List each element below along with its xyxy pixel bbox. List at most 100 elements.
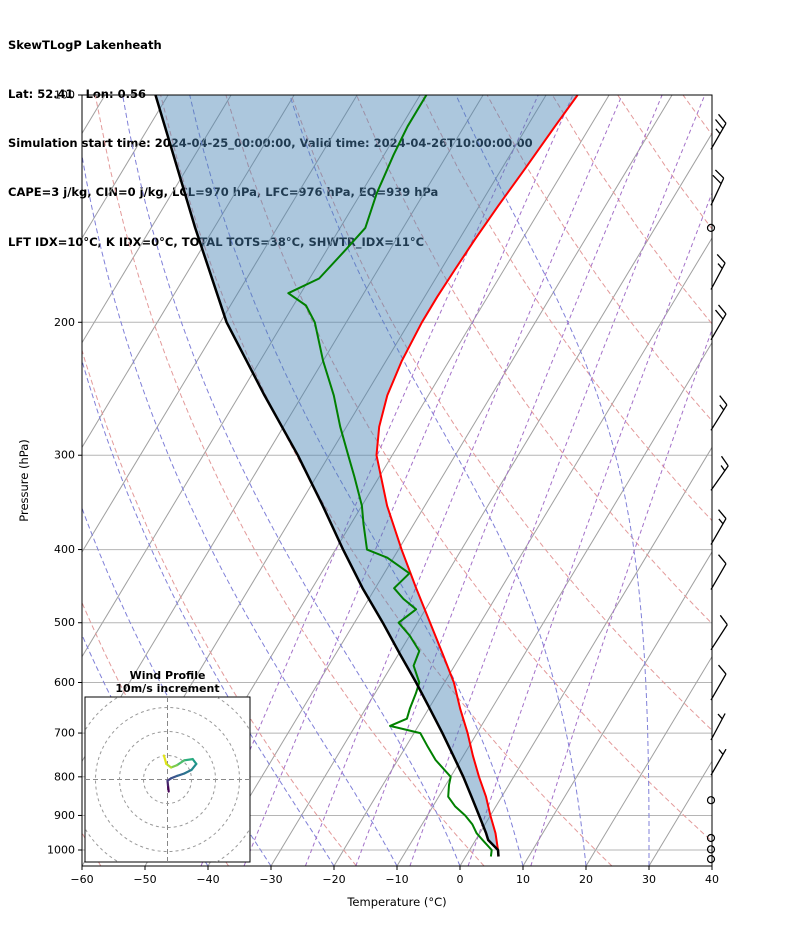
hodograph-trace-segment [176, 772, 186, 778]
mixing-ratio-line [530, 328, 712, 866]
wind-barb [710, 554, 727, 590]
wind-barb [710, 304, 727, 341]
moist-adiabat-line [455, 95, 650, 866]
wind-barb [710, 713, 726, 741]
isotherm-line [82, 95, 169, 240]
moist-adiabat-line [82, 358, 335, 866]
y-tick-label: 200 [54, 316, 75, 329]
isotherm-line [333, 237, 712, 866]
wind-barb [710, 614, 728, 651]
x-tick-label: 10 [516, 873, 530, 886]
mixing-ratio-line [243, 95, 574, 866]
moist-adiabat-line [122, 95, 461, 866]
isotherm-line [82, 95, 358, 553]
calm-wind-circle [706, 223, 716, 232]
wind-barb [710, 253, 726, 290]
y-tick-label: 700 [54, 727, 75, 740]
moist-adiabat-line [289, 95, 587, 866]
wind-barb [710, 509, 727, 545]
wind-barb [710, 113, 727, 150]
y-tick-label: 400 [54, 543, 75, 556]
dry-adiabat-line [551, 95, 712, 325]
temperature-line [375, 95, 579, 857]
calm-wind-circle [706, 854, 716, 864]
parcel-line [154, 95, 500, 857]
hodograph-ring [143, 755, 192, 804]
x-tick-label: −30 [259, 873, 282, 886]
y-tick-label: 1000 [47, 844, 75, 857]
hodograph-trace-segment [162, 754, 168, 766]
dry-adiabat-line [682, 95, 712, 136]
isotherm-line [396, 341, 712, 866]
x-tick-label: −10 [385, 873, 408, 886]
moist-adiabat-line [82, 152, 398, 866]
moist-adiabat-line [711, 859, 712, 866]
header-indices-row2: LFT IDX=10°C, K IDX=0°C, TOTAL TOTS=38°C… [8, 234, 425, 249]
dry-adiabat-line [617, 95, 712, 230]
header-title: SkewTLogP Lakenheath [8, 37, 162, 52]
dry-adiabat-line [94, 95, 485, 866]
chart-header: SkewTLogP Lakenheath Lat: 52.41 Lon: 0.5… [8, 4, 533, 283]
x-tick-label: −40 [196, 873, 219, 886]
hodograph-subtitle: 10m/s increment [115, 682, 219, 695]
dry-adiabat-line [225, 95, 712, 843]
x-tick-label: 40 [705, 873, 719, 886]
isotherm-line [82, 95, 232, 344]
x-tick-label: −20 [322, 873, 345, 886]
header-times: Simulation start time: 2024-04-25_00:00:… [8, 136, 533, 151]
dry-adiabat-line [421, 95, 712, 522]
y-tick-label: 800 [54, 770, 75, 783]
y-tick-label: 500 [54, 616, 75, 629]
dry-adiabat-line [356, 95, 712, 625]
x-tick-label: 20 [579, 873, 593, 886]
axes: −60 −50 −40 −30 −20 −10 0 10 20 30 40 100 200 300 400 5… [17, 89, 719, 910]
dry-adiabat-line [748, 95, 794, 866]
hodograph-trace-segment [190, 762, 198, 772]
hodograph-trace-segment [176, 759, 186, 767]
y-axis-label: Pressure (hPa) [17, 439, 31, 522]
dry-adiabat-line [486, 95, 712, 422]
isotherm-line [82, 95, 421, 658]
hodograph-ring [95, 707, 240, 852]
x-tick-label: −60 [70, 873, 93, 886]
y-tick-label: 900 [54, 809, 75, 822]
hodograph-trace-segment [183, 768, 193, 775]
cape-shade-area [155, 95, 578, 857]
isotherm-line [207, 95, 673, 866]
hodograph-title: Wind Profile [130, 669, 206, 682]
mixing-ratio-line [304, 95, 623, 866]
x-tick-label: 0 [457, 873, 464, 886]
isotherm-line [522, 551, 712, 866]
x-axis-label: Temperature (°C) [346, 895, 446, 909]
isotherm-line [459, 446, 712, 866]
isotherm-line [711, 865, 712, 866]
dewpoint-line [287, 95, 493, 857]
moist-adiabat-line [82, 633, 209, 866]
header-latlon: Lat: 52.41 Lon: 0.56 [8, 87, 146, 102]
moist-adiabat-line [775, 95, 794, 866]
calm-wind-circle [706, 845, 716, 854]
isotherm-line [270, 132, 712, 866]
isotherm-line [585, 655, 712, 866]
x-tick-label: 30 [642, 873, 656, 886]
isotherm-line [82, 95, 295, 449]
x-tick-label: −50 [133, 873, 156, 886]
mixing-ratio-line [409, 95, 706, 866]
wind-barb [710, 748, 727, 776]
calm-wind-circle [706, 833, 716, 843]
wind-barb [710, 664, 727, 701]
calm-wind-circle [706, 796, 716, 805]
mixing-ratio-line [355, 95, 663, 866]
y-tick-label: 100 [54, 89, 75, 102]
dry-adiabat-line [82, 348, 357, 866]
profiles [154, 95, 579, 857]
wind-barbs [706, 113, 729, 864]
hodograph-canvas [85, 697, 250, 862]
wind-barb [710, 455, 729, 491]
hodograph-trace-segment [183, 757, 194, 762]
isotherm-line [648, 760, 712, 866]
mixing-ratio-line [467, 191, 712, 866]
